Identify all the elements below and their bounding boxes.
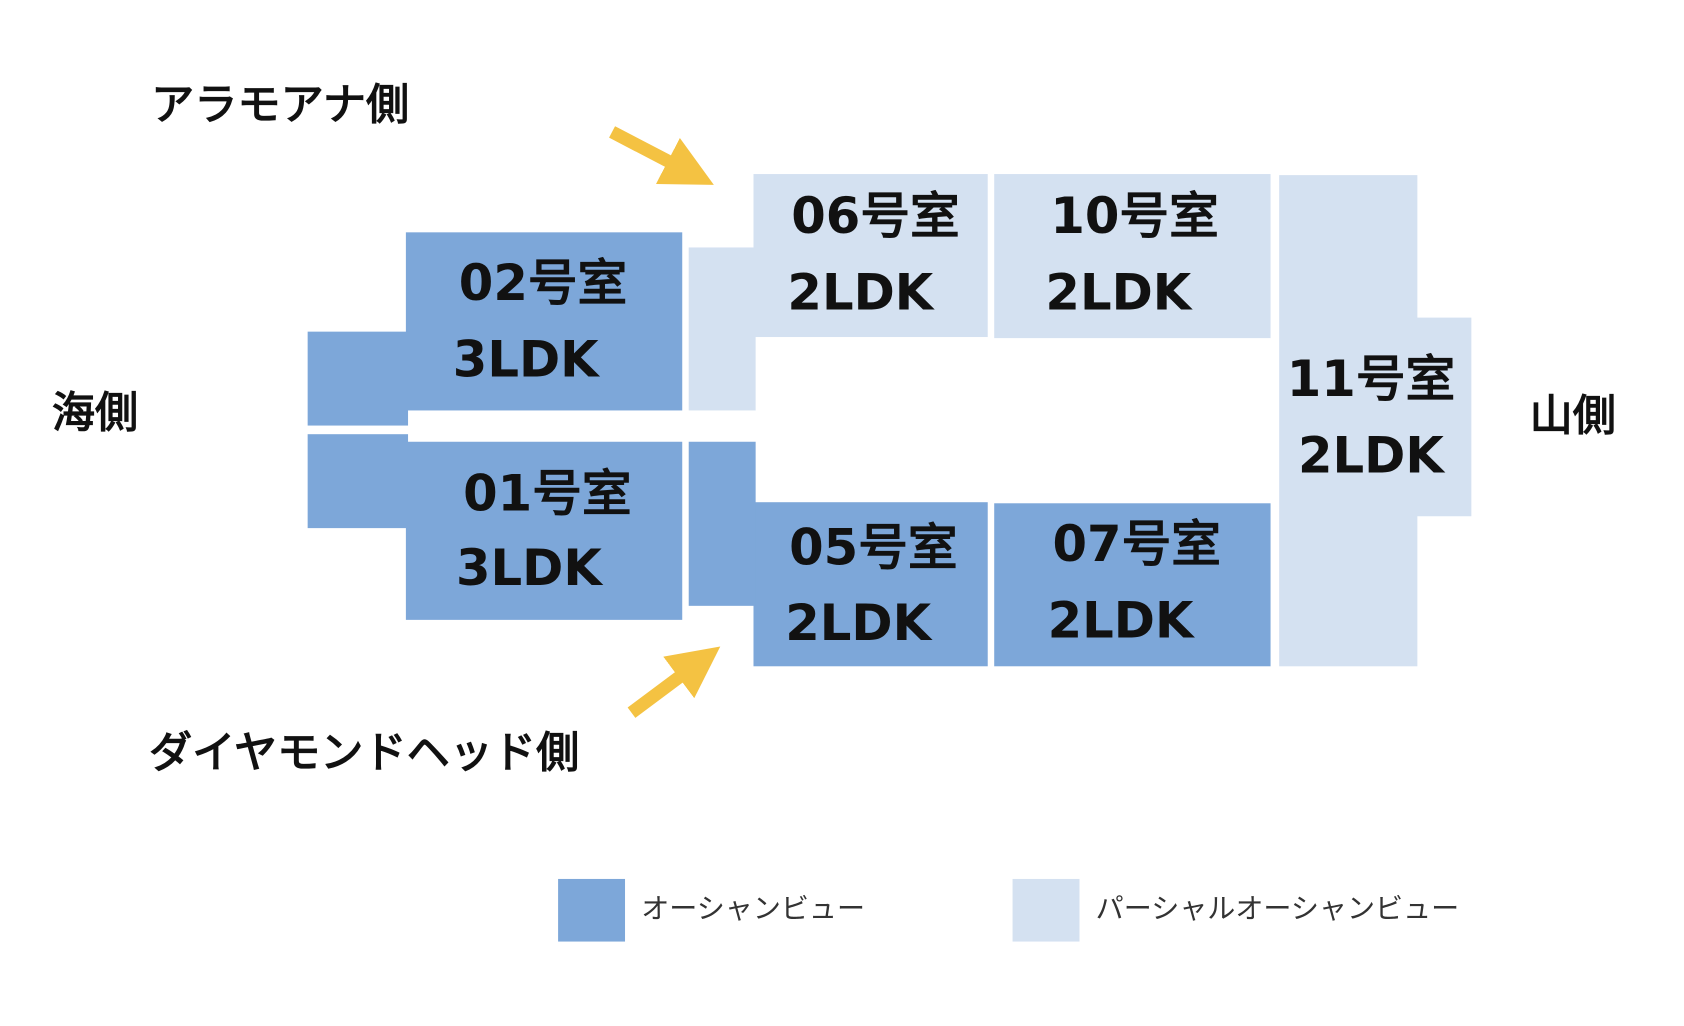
side-label: ダイヤモンドヘッド側	[149, 728, 579, 778]
legend-swatch	[1012, 878, 1080, 942]
legend-label: パーシャルオーシャンビュー	[1096, 892, 1460, 925]
room-block	[994, 503, 1271, 667]
room-type: 3LDK	[453, 330, 600, 388]
room-block	[1279, 175, 1418, 667]
side-label: アラモアナ側	[151, 81, 409, 131]
room-type: 2LDK	[1048, 592, 1195, 650]
room-type: 2LDK	[1298, 427, 1445, 485]
room-name: 11号室	[1287, 350, 1455, 408]
arrow	[609, 126, 714, 185]
room-block	[994, 174, 1271, 339]
room-block	[1415, 317, 1472, 517]
room-block	[405, 441, 683, 620]
room-block	[405, 232, 683, 411]
room-block	[753, 502, 988, 667]
room-block	[688, 441, 756, 606]
room-name: 01号室	[463, 464, 631, 522]
room-block	[307, 434, 409, 529]
room-name: 06号室	[791, 187, 959, 245]
side-label: 海側	[52, 388, 138, 438]
room-block	[753, 174, 988, 338]
room-type: 2LDK	[785, 594, 932, 652]
room-name: 07号室	[1053, 515, 1221, 573]
room-block	[307, 331, 409, 426]
room-block	[688, 247, 756, 411]
legend-label: オーシャンビュー	[641, 892, 865, 925]
side-label: 山側	[1530, 392, 1616, 442]
room-name: 02号室	[459, 254, 627, 312]
room-type: 2LDK	[787, 264, 934, 322]
room-name: 05号室	[789, 518, 957, 576]
legend-swatch	[558, 878, 626, 942]
room-name: 10号室	[1050, 187, 1218, 245]
arrow	[627, 646, 721, 718]
room-type: 3LDK	[456, 539, 603, 597]
room-type: 2LDK	[1045, 264, 1192, 322]
